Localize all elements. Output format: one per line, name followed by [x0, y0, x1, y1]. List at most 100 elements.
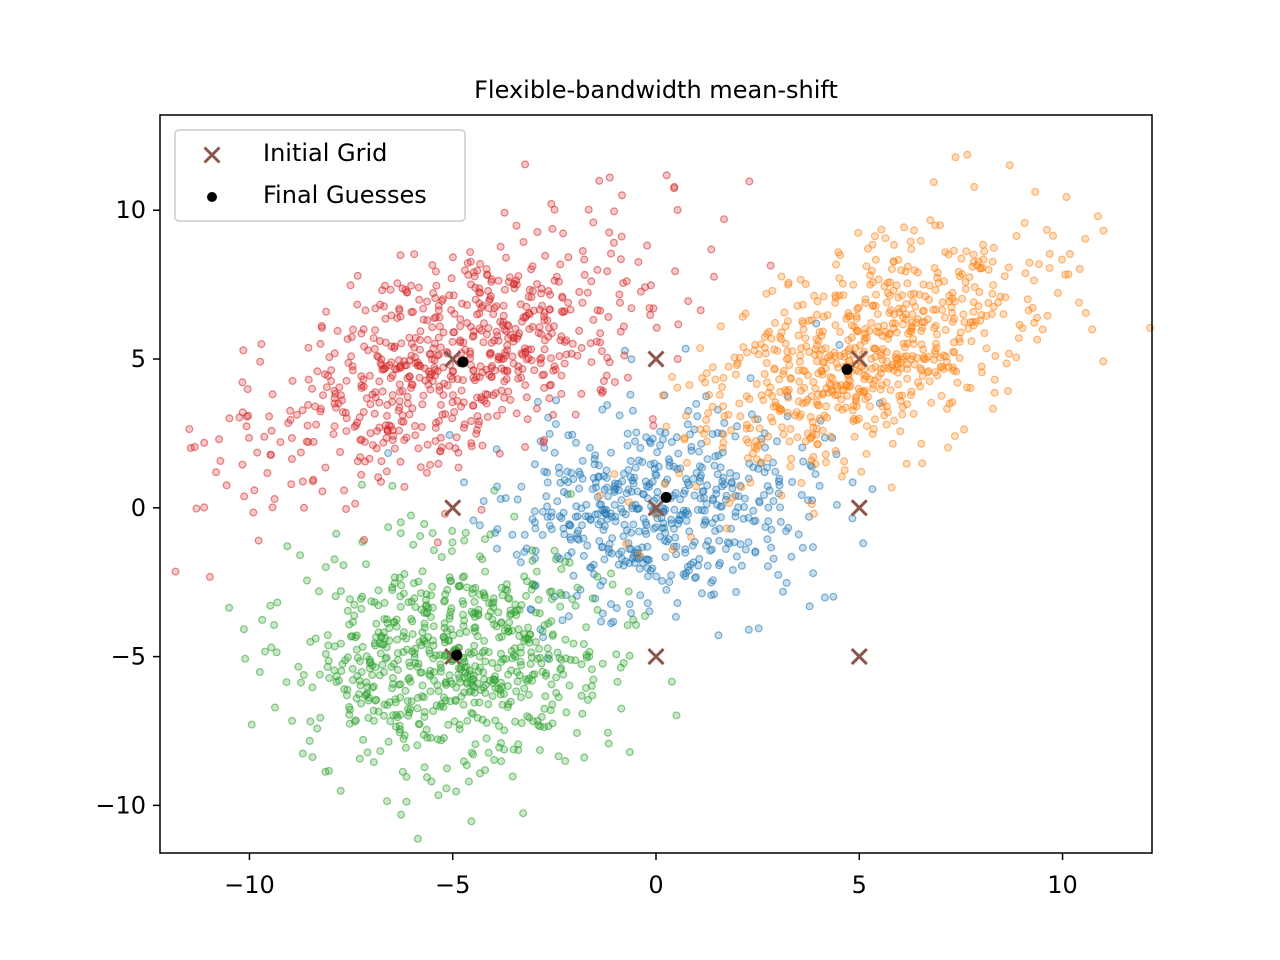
data-point: [298, 749, 307, 758]
data-point: [670, 182, 679, 191]
data-point: [941, 248, 950, 257]
data-point: [625, 600, 634, 609]
data-point: [508, 530, 517, 539]
data-point: [896, 396, 905, 405]
data-point: [514, 272, 523, 281]
data-point: [485, 349, 494, 358]
data-point: [634, 527, 643, 536]
data-point: [779, 366, 788, 375]
data-point: [852, 326, 861, 335]
data-point: [495, 449, 504, 458]
data-point: [787, 454, 796, 463]
data-point: [571, 410, 580, 419]
data-point: [798, 443, 807, 452]
data-point: [405, 410, 414, 419]
data-point: [959, 310, 968, 319]
data-point: [357, 372, 366, 381]
data-point: [757, 458, 766, 467]
data-point: [868, 302, 877, 311]
data-point: [357, 383, 366, 392]
data-point: [571, 512, 580, 521]
data-point: [676, 511, 685, 520]
data-point: [315, 587, 324, 596]
data-point: [369, 758, 378, 767]
data-point: [331, 389, 340, 398]
data-point: [583, 695, 592, 704]
data-point: [575, 287, 584, 296]
data-point: [669, 524, 678, 533]
data-point: [918, 371, 927, 380]
data-point: [648, 415, 657, 424]
data-point: [623, 441, 632, 450]
data-point: [552, 673, 561, 682]
data-point: [766, 261, 775, 270]
data-point: [448, 375, 457, 384]
data-point: [1081, 308, 1090, 317]
data-point: [597, 388, 606, 397]
data-point: [390, 618, 399, 627]
data-point: [522, 577, 531, 586]
data-point: [433, 538, 442, 547]
data-point: [473, 310, 482, 319]
data-point: [639, 514, 648, 523]
data-point: [667, 515, 676, 524]
data-point: [916, 364, 925, 373]
data-point: [484, 648, 493, 657]
data-point: [482, 399, 491, 408]
data-point: [319, 391, 328, 400]
data-point: [383, 425, 392, 434]
data-point: [999, 310, 1008, 319]
data-point: [750, 443, 759, 452]
data-point: [834, 363, 843, 372]
data-point: [612, 650, 621, 659]
data-point: [643, 542, 652, 551]
data-point: [832, 260, 841, 269]
data-point: [268, 390, 277, 399]
data-point: [940, 277, 949, 286]
data-point: [619, 322, 628, 331]
data-point: [445, 431, 454, 440]
data-point: [778, 587, 787, 596]
data-point: [683, 562, 692, 571]
data-point: [886, 386, 895, 395]
legend: Initial Grid Final Guesses: [174, 129, 466, 222]
data-point: [212, 468, 221, 477]
data-point: [534, 595, 543, 604]
data-point: [787, 552, 796, 561]
data-point: [861, 324, 870, 333]
data-point: [667, 571, 676, 580]
data-point: [626, 457, 635, 466]
data-point: [889, 257, 898, 266]
data-point: [818, 390, 827, 399]
data-point: [523, 677, 532, 686]
data-point: [430, 356, 439, 365]
data-point: [435, 313, 444, 322]
data-point: [407, 511, 416, 520]
data-point: [627, 487, 636, 496]
data-point: [604, 739, 613, 748]
data-point: [692, 399, 701, 408]
data-point: [831, 447, 840, 456]
data-point: [737, 483, 746, 492]
data-point: [305, 736, 314, 745]
data-point: [820, 593, 829, 602]
data-point: [357, 667, 366, 676]
data-point: [776, 387, 785, 396]
data-point: [477, 505, 486, 514]
data-point: [812, 310, 821, 319]
data-point: [432, 418, 441, 427]
data-point: [413, 834, 422, 843]
data-point: [371, 641, 380, 650]
data-point: [657, 576, 666, 585]
data-point: [549, 322, 558, 331]
data-point: [630, 437, 639, 446]
data-point: [861, 295, 870, 304]
data-point: [615, 411, 624, 420]
data-point: [481, 567, 490, 576]
data-point: [755, 424, 764, 433]
data-point: [490, 755, 499, 764]
data-point: [652, 509, 661, 518]
data-point: [422, 601, 431, 610]
data-point: [700, 506, 709, 515]
